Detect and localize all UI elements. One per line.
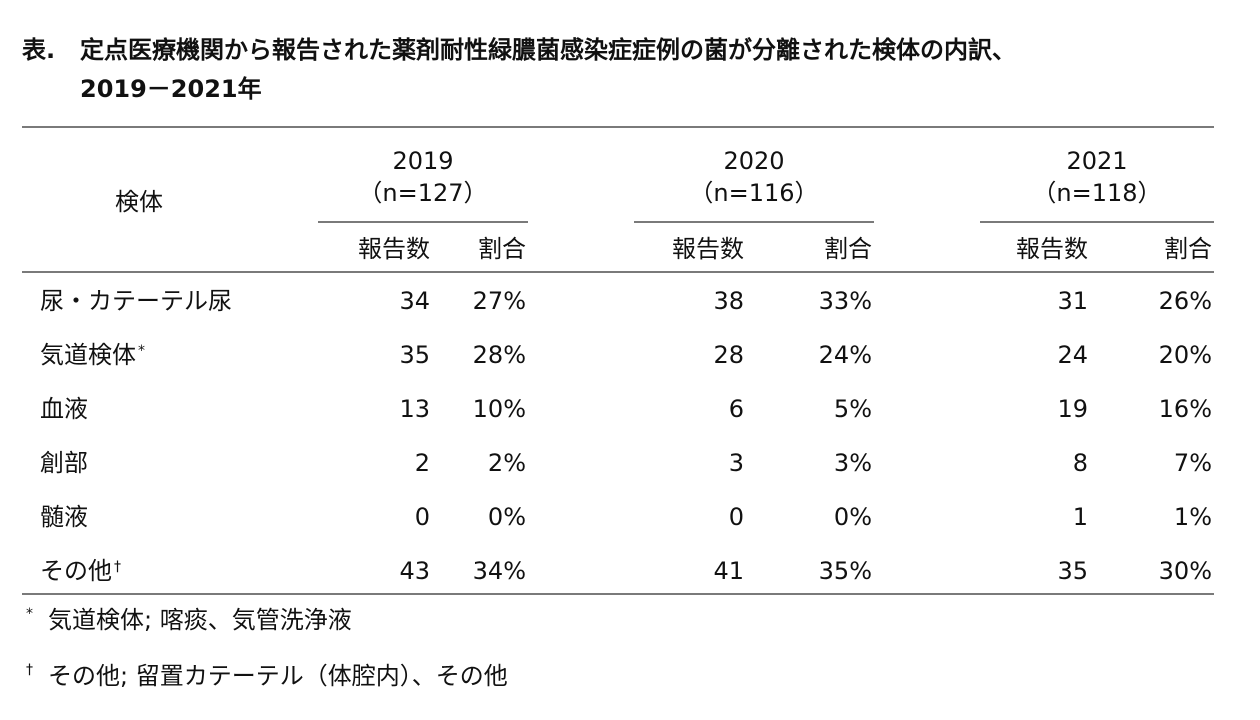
table-title-years: 2019－2021年 bbox=[80, 75, 262, 103]
year-group-rule-2020 bbox=[634, 221, 874, 223]
cell-ratio-2019: 0% bbox=[487, 503, 526, 531]
row-label-text: 血液 bbox=[40, 395, 88, 423]
cell-ratio-2019: 2% bbox=[487, 449, 526, 477]
cell-count-2020: 3 bbox=[728, 449, 744, 477]
n-header-2019: （n=127） bbox=[358, 179, 488, 207]
cell-ratio-2019: 28% bbox=[472, 341, 526, 369]
n-header-2020: （n=116） bbox=[689, 179, 819, 207]
cell-count-2021: 31 bbox=[1057, 287, 1088, 315]
cell-ratio-2021: 30% bbox=[1158, 557, 1212, 585]
cell-count-2019: 34 bbox=[399, 287, 430, 315]
row-label: 気道検体 * bbox=[40, 340, 145, 370]
n-header-2021: （n=118） bbox=[1032, 179, 1162, 207]
cell-ratio-2020: 24% bbox=[818, 341, 872, 369]
footnote-1: * 気道検体; 喀痰、気管洗浄液 bbox=[22, 605, 352, 635]
cell-count-2021: 1 bbox=[1072, 503, 1088, 531]
row-label: その他 † bbox=[40, 556, 121, 586]
table-header-rule bbox=[22, 271, 1214, 273]
cell-ratio-2020: 3% bbox=[833, 449, 872, 477]
row-label-text: 創部 bbox=[40, 449, 88, 477]
row-label: 尿・カテーテル尿 bbox=[40, 286, 232, 316]
cell-ratio-2020: 35% bbox=[818, 557, 872, 585]
row-label-text: 尿・カテーテル尿 bbox=[40, 287, 232, 315]
subheader-count-2020: 報告数 bbox=[672, 235, 744, 263]
cell-ratio-2021: 16% bbox=[1158, 395, 1212, 423]
table-top-rule bbox=[22, 126, 1214, 128]
row-label: 髄液 bbox=[40, 502, 88, 532]
cell-count-2021: 19 bbox=[1057, 395, 1088, 423]
year-header-2021: 2021 bbox=[1066, 147, 1128, 175]
row-header-specimen: 検体 bbox=[115, 188, 163, 216]
cell-count-2021: 35 bbox=[1057, 557, 1088, 585]
table-title-prefix: 表. bbox=[22, 36, 56, 64]
cell-count-2019: 35 bbox=[399, 341, 430, 369]
cell-count-2020: 38 bbox=[713, 287, 744, 315]
row-label-text: その他 bbox=[40, 557, 112, 585]
cell-count-2021: 8 bbox=[1072, 449, 1088, 477]
footnote-marker: † bbox=[114, 559, 121, 575]
cell-ratio-2021: 1% bbox=[1173, 503, 1212, 531]
table-title-line-1: 表. 定点医療機関から報告された薬剤耐性緑膿菌感染症症例の菌が分離された検体の内訳… bbox=[22, 35, 1016, 65]
cell-count-2020: 41 bbox=[713, 557, 744, 585]
cell-ratio-2021: 7% bbox=[1173, 449, 1212, 477]
footnote-2-marker: † bbox=[26, 662, 33, 678]
cell-ratio-2020: 33% bbox=[818, 287, 872, 315]
cell-count-2021: 24 bbox=[1057, 341, 1088, 369]
cell-ratio-2020: 5% bbox=[833, 395, 872, 423]
table-title-line-2: 2019－2021年 bbox=[22, 74, 262, 104]
cell-count-2020: 0 bbox=[728, 503, 744, 531]
cell-ratio-2019: 27% bbox=[472, 287, 526, 315]
subheader-count-2019: 報告数 bbox=[358, 235, 430, 263]
row-label: 創部 bbox=[40, 448, 88, 478]
subheader-ratio-2021: 割合 bbox=[1164, 235, 1212, 263]
footnote-2: † その他; 留置カテーテル（体腔内）、その他 bbox=[22, 661, 508, 691]
footnote-marker: * bbox=[138, 343, 145, 359]
subheader-ratio-2020: 割合 bbox=[824, 235, 872, 263]
cell-count-2019: 43 bbox=[399, 557, 430, 585]
table-bottom-rule bbox=[22, 593, 1214, 595]
year-group-rule-2019 bbox=[318, 221, 528, 223]
cell-count-2019: 0 bbox=[414, 503, 430, 531]
year-group-rule-2021 bbox=[980, 221, 1214, 223]
year-header-2020: 2020 bbox=[723, 147, 785, 175]
cell-ratio-2020: 0% bbox=[833, 503, 872, 531]
footnote-1-text: 気道検体; 喀痰、気管洗浄液 bbox=[48, 606, 352, 634]
row-label-text: 髄液 bbox=[40, 503, 88, 531]
row-label: 血液 bbox=[40, 394, 88, 424]
cell-ratio-2021: 26% bbox=[1158, 287, 1212, 315]
cell-count-2019: 2 bbox=[414, 449, 430, 477]
cell-ratio-2019: 34% bbox=[472, 557, 526, 585]
cell-count-2020: 6 bbox=[728, 395, 744, 423]
subheader-ratio-2019: 割合 bbox=[478, 235, 526, 263]
row-label-text: 気道検体 bbox=[40, 341, 136, 369]
footnote-1-marker: * bbox=[26, 606, 33, 622]
cell-count-2020: 28 bbox=[713, 341, 744, 369]
footnote-2-text: その他; 留置カテーテル（体腔内）、その他 bbox=[48, 662, 508, 690]
subheader-count-2021: 報告数 bbox=[1016, 235, 1088, 263]
table-title-text: 定点医療機関から報告された薬剤耐性緑膿菌感染症症例の菌が分離された検体の内訳、 bbox=[80, 36, 1016, 64]
cell-count-2019: 13 bbox=[399, 395, 430, 423]
cell-ratio-2019: 10% bbox=[472, 395, 526, 423]
year-header-2019: 2019 bbox=[392, 147, 454, 175]
cell-ratio-2021: 20% bbox=[1158, 341, 1212, 369]
